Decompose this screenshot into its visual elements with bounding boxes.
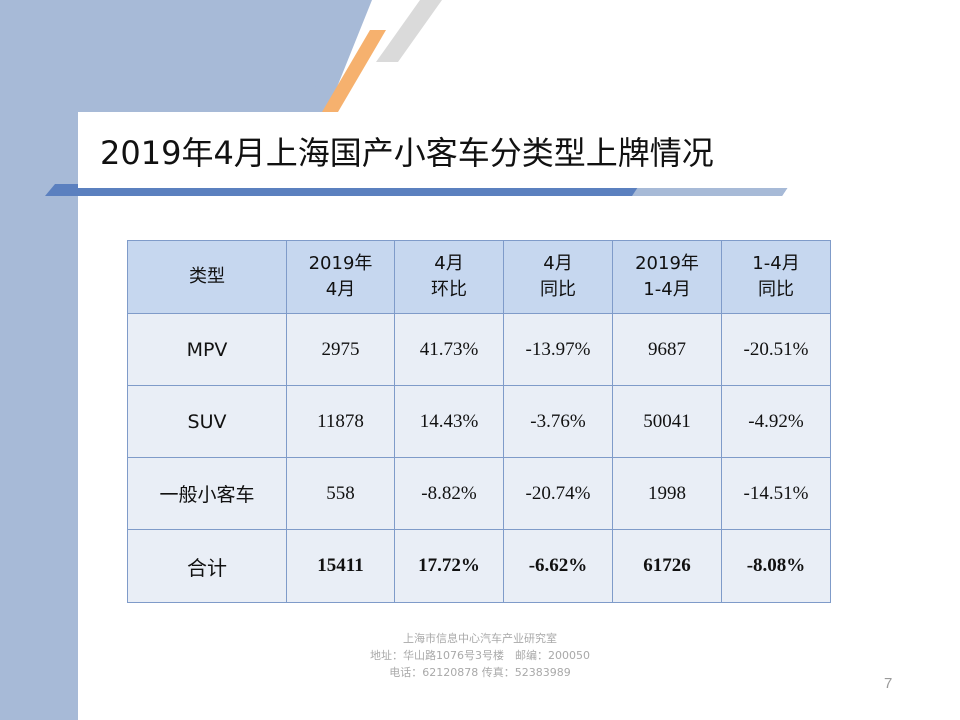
cell-yoy: -3.76% — [503, 385, 613, 458]
table-row: SUV 11878 14.43% -3.76% 50041 -4.92% — [127, 385, 831, 458]
table-total-row: 合计 15411 17.72% -6.62% 61726 -8.08% — [127, 529, 831, 603]
page-number: 7 — [884, 675, 893, 692]
cell-ytd-yoy: -8.08% — [721, 529, 831, 603]
cell-ytd: 61726 — [612, 529, 722, 603]
header-ytd-yoy: 1-4月 同比 — [721, 240, 831, 314]
footer-phone: 电话：62120878 传真：52383989 — [389, 666, 571, 679]
footer-contact: 上海市信息中心汽车产业研究室 地址：华山路1076号3号楼 邮编：200050 … — [330, 630, 630, 681]
cell-mom: -8.82% — [394, 457, 504, 530]
cell-ytd: 9687 — [612, 313, 722, 386]
cell-ytd-yoy: -4.92% — [721, 385, 831, 458]
cell-ytd: 50041 — [612, 385, 722, 458]
footer-address: 地址：华山路1076号3号楼 邮编：200050 — [370, 649, 590, 662]
header-mom: 4月 环比 — [394, 240, 504, 314]
header-yoy: 4月 同比 — [503, 240, 613, 314]
footer-org: 上海市信息中心汽车产业研究室 — [403, 632, 557, 645]
cell-april: 558 — [286, 457, 395, 530]
cell-type: MPV — [127, 313, 287, 386]
table-header-row: 类型 2019年 4月 4月 环比 4月 同比 2019年 1-4月 1-4月 同比 — [127, 240, 831, 314]
cell-april: 15411 — [286, 529, 395, 603]
blue-stripe — [305, 0, 372, 112]
slide-title: 2019年4月上海国产小客车分类型上牌情况 — [100, 134, 714, 172]
left-decor-band — [0, 0, 78, 720]
cell-yoy: -6.62% — [503, 529, 613, 603]
cell-april: 11878 — [286, 385, 395, 458]
table-row: 一般小客车 558 -8.82% -20.74% 1998 -14.51% — [127, 457, 831, 530]
cell-ytd: 1998 — [612, 457, 722, 530]
gray-stripe — [376, 0, 442, 62]
cell-mom: 17.72% — [394, 529, 504, 603]
title-card — [78, 112, 960, 188]
cell-type: 合计 — [127, 529, 287, 603]
top-decor-band — [0, 0, 365, 112]
cell-yoy: -20.74% — [503, 457, 613, 530]
header-type: 类型 — [127, 240, 287, 314]
header-ytd: 2019年 1-4月 — [612, 240, 722, 314]
cell-type: 一般小客车 — [127, 457, 287, 530]
cell-mom: 14.43% — [394, 385, 504, 458]
header-april: 2019年 4月 — [286, 240, 395, 314]
cell-april: 2975 — [286, 313, 395, 386]
cell-ytd-yoy: -20.51% — [721, 313, 831, 386]
registration-table: 类型 2019年 4月 4月 环比 4月 同比 2019年 1-4月 1-4月 同比 MP… — [127, 240, 831, 603]
cell-yoy: -13.97% — [503, 313, 613, 386]
cell-mom: 41.73% — [394, 313, 504, 386]
cell-ytd-yoy: -14.51% — [721, 457, 831, 530]
table-row: MPV 2975 41.73% -13.97% 9687 -20.51% — [127, 313, 831, 386]
cell-type: SUV — [127, 385, 287, 458]
orange-stripe — [322, 30, 386, 112]
